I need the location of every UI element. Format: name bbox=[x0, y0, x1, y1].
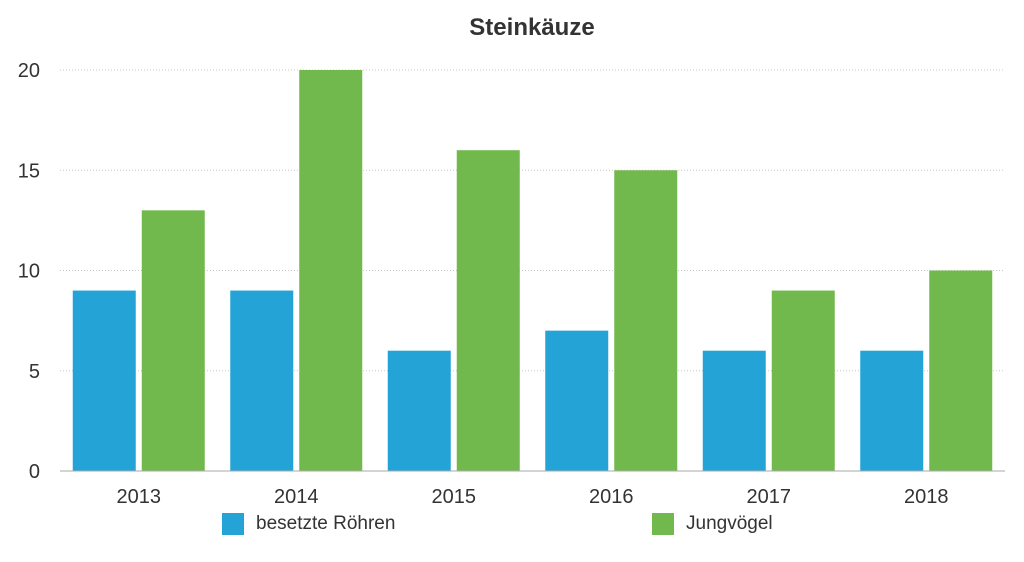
x-tick-label: 2014 bbox=[274, 486, 319, 508]
y-axis-tick-labels: 0 5 10 15 20 bbox=[18, 60, 40, 483]
x-tick-label: 2018 bbox=[904, 486, 949, 508]
bar-2018-series-2 bbox=[929, 270, 993, 471]
bar-2017-series-1 bbox=[702, 350, 766, 471]
legend-item-series-2: Jungvögel bbox=[652, 513, 773, 535]
bar-2017-series-2 bbox=[771, 290, 835, 471]
bars bbox=[72, 70, 993, 471]
chart-title: Steinkäuze bbox=[469, 14, 595, 41]
bar-2016-series-2 bbox=[614, 170, 678, 471]
y-tick-label: 5 bbox=[29, 361, 40, 383]
x-tick-label: 2013 bbox=[117, 486, 162, 508]
bar-2013-series-2 bbox=[141, 210, 205, 471]
x-axis-tick-labels: 2013 2014 2015 2016 2017 2018 bbox=[117, 486, 949, 508]
bar-2014-series-2 bbox=[299, 70, 363, 471]
x-tick-label: 2016 bbox=[589, 486, 634, 508]
bar-2015-series-1 bbox=[387, 350, 451, 471]
bar-2018-series-1 bbox=[860, 350, 924, 471]
bar-2016-series-1 bbox=[545, 330, 609, 471]
bar-2013-series-1 bbox=[72, 290, 136, 471]
y-tick-label: 20 bbox=[18, 60, 40, 82]
legend-item-series-1: besetzte Röhren bbox=[222, 513, 395, 535]
bar-2015-series-2 bbox=[456, 150, 520, 471]
legend-swatch-series-2 bbox=[652, 513, 674, 535]
y-tick-label: 10 bbox=[18, 261, 40, 283]
x-tick-label: 2017 bbox=[747, 486, 792, 508]
x-tick-label: 2015 bbox=[432, 486, 477, 508]
y-tick-label: 15 bbox=[18, 160, 40, 182]
y-tick-label: 0 bbox=[29, 461, 40, 483]
legend-label-series-1: besetzte Röhren bbox=[256, 513, 396, 534]
bar-2014-series-1 bbox=[230, 290, 294, 471]
legend-label-series-2: Jungvögel bbox=[686, 513, 773, 534]
legend-swatch-series-1 bbox=[222, 513, 244, 535]
